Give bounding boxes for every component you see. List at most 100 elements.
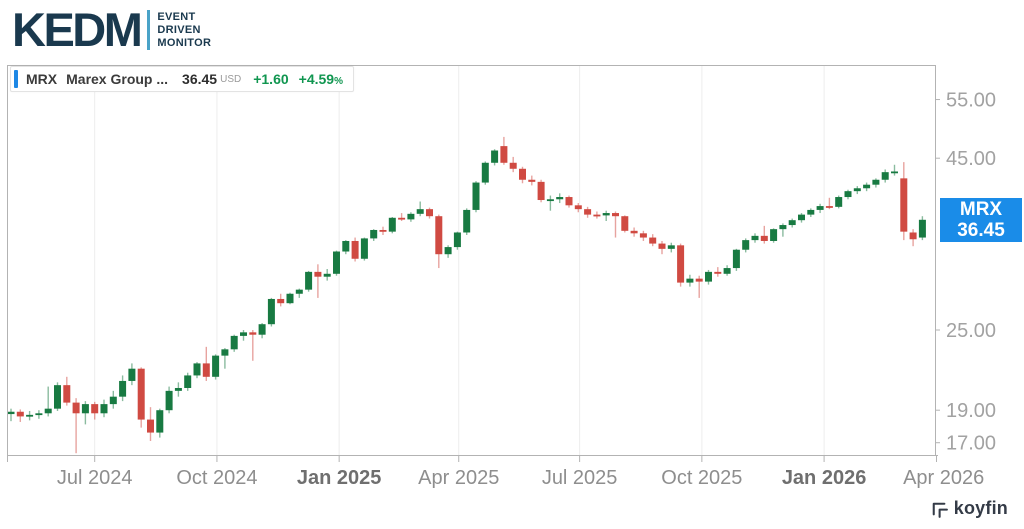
candle-down: [435, 216, 443, 255]
candle-up: [872, 179, 880, 185]
candle-up: [816, 206, 824, 210]
candle-down: [760, 235, 768, 241]
badge-ticker: MRX: [959, 198, 1003, 220]
candle-down: [649, 237, 657, 244]
candle-up: [602, 213, 610, 216]
candle-up: [156, 410, 164, 433]
series-legend-chip[interactable]: MRX Marex Group ... 36.45 USD +1.60 +4.5…: [10, 66, 354, 92]
candle-up: [416, 209, 424, 214]
candle-down: [379, 229, 387, 232]
candle-up: [286, 293, 294, 304]
x-tick-label: Jan 2025: [297, 467, 382, 489]
candle-down: [202, 363, 210, 377]
candle-up: [323, 273, 331, 277]
candle-down: [277, 298, 285, 304]
candle-down: [500, 146, 508, 163]
legend-change: +1.60: [253, 71, 289, 87]
candle-up: [54, 385, 61, 409]
x-tick-label: Apr 2025: [418, 467, 499, 489]
candle-up: [305, 271, 313, 290]
candle-down: [565, 197, 573, 206]
candle-up: [128, 368, 136, 381]
candle-up: [751, 235, 759, 241]
logo-separator: [147, 10, 151, 50]
candle-up: [119, 380, 127, 397]
candle-up: [788, 220, 796, 226]
x-tick-label: Jul 2024: [57, 467, 133, 489]
x-tick-label: Oct 2024: [176, 467, 257, 489]
candle-down: [909, 232, 917, 240]
kedm-logo-text: KEDM: [12, 3, 143, 56]
candle-up: [342, 240, 350, 252]
candle-down: [593, 214, 601, 217]
legend-change-percent: +4.59%: [298, 71, 343, 87]
candle-up: [81, 404, 89, 414]
candle-up: [732, 249, 740, 269]
candle-down: [314, 271, 322, 277]
candle-up: [705, 271, 712, 282]
candle-down: [621, 216, 629, 231]
candle-up: [193, 363, 201, 376]
candle-down: [714, 271, 722, 274]
candle-down: [612, 213, 619, 217]
candle-up: [258, 324, 266, 335]
y-tick-label: 25.00: [946, 320, 996, 342]
candle-up: [881, 172, 889, 180]
candle-up: [35, 413, 43, 416]
candle-down: [574, 205, 582, 210]
tagline-line: MONITOR: [157, 36, 212, 49]
candle-down: [249, 332, 257, 335]
candle-up: [174, 387, 182, 391]
candle-up: [472, 182, 480, 210]
legend-currency: USD: [220, 73, 242, 85]
candle-up: [742, 240, 750, 250]
legend-ticker: MRX: [26, 71, 58, 87]
candle-down: [900, 178, 908, 232]
candle-up: [26, 414, 34, 417]
candle-up: [267, 298, 275, 325]
candle-down: [630, 230, 638, 234]
x-tick-label: Jul 2025: [542, 467, 618, 489]
candle-up: [407, 213, 415, 220]
candle-up: [453, 232, 461, 248]
candle-down: [147, 419, 154, 433]
candle-up: [184, 375, 192, 388]
logo-tagline: EVENT DRIVEN MONITOR: [157, 11, 211, 50]
tagline-line: EVENT: [157, 10, 196, 23]
candle-down: [695, 278, 703, 282]
candle-up: [221, 349, 229, 356]
last-price-badge: MRX 36.45: [940, 197, 1022, 242]
candle-up: [863, 184, 871, 189]
candle-down: [91, 404, 99, 414]
candle-up: [835, 197, 843, 207]
candle-up: [546, 199, 554, 202]
candle-up: [212, 355, 220, 377]
candle-down: [509, 162, 517, 169]
candle-up: [556, 197, 564, 200]
candle-down: [398, 217, 406, 220]
candle-up: [463, 209, 471, 233]
candle-up: [891, 171, 898, 174]
candle-up: [779, 225, 787, 230]
candle-up: [7, 411, 15, 415]
tagline-line: DRIVEN: [157, 23, 201, 36]
candle-down: [519, 168, 526, 180]
candle-up: [723, 268, 731, 274]
candle-up: [230, 335, 238, 350]
x-tick-label: Oct 2025: [661, 467, 742, 489]
candle-up: [370, 229, 378, 239]
candle-up: [807, 209, 815, 215]
candle-down: [63, 385, 71, 403]
y-tick-label: 19.00: [946, 400, 996, 422]
legend-last-price: 36.45: [182, 71, 218, 87]
y-tick-label: 45.00: [946, 148, 996, 170]
candle-down: [528, 179, 536, 182]
candle-up: [844, 191, 852, 198]
candle-up: [798, 214, 805, 221]
candle-up: [853, 188, 861, 192]
candle-down: [426, 209, 433, 217]
x-tick-label: Apr 2026: [903, 467, 984, 489]
candle-up: [100, 404, 108, 414]
